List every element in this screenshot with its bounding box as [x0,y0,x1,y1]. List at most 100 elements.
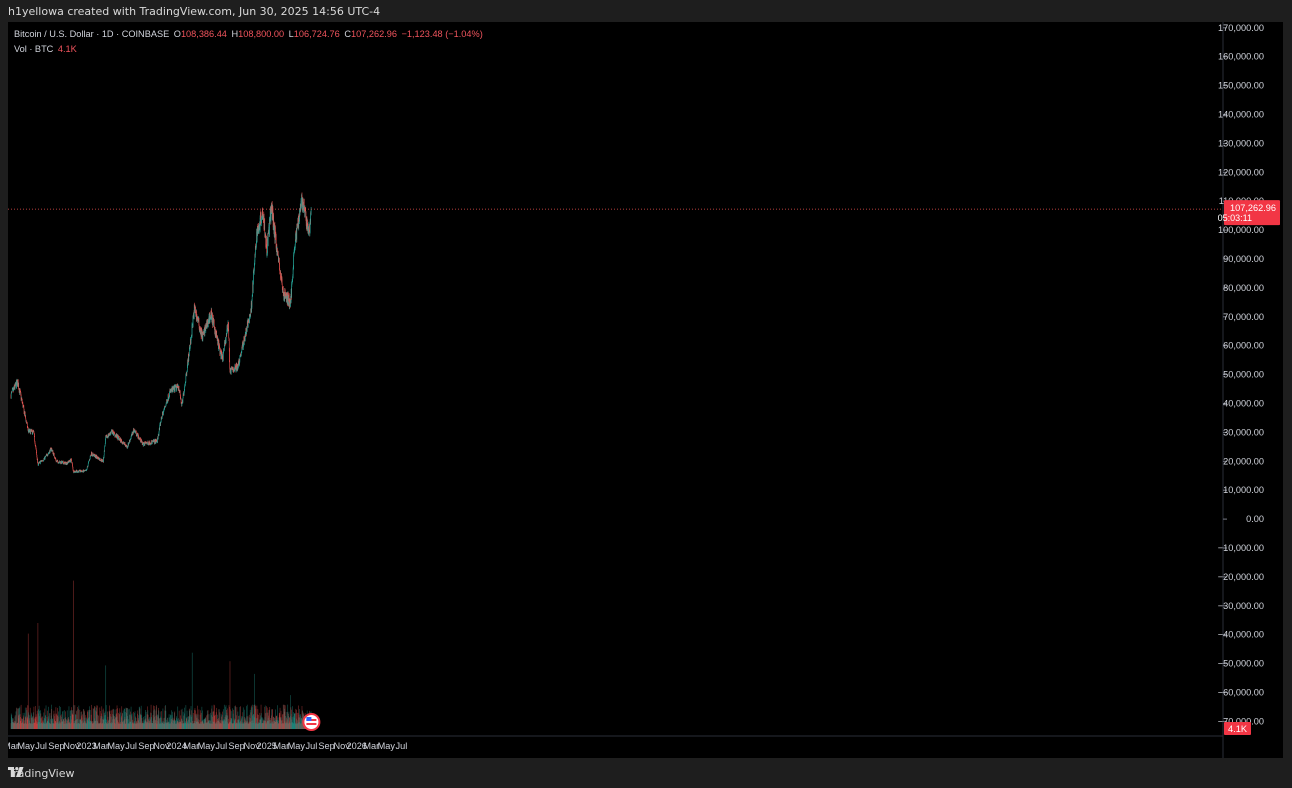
y-tick-label: −10,000.00 [1218,543,1264,553]
candle-body [100,460,102,462]
volume-bar [57,722,59,729]
volume-bar [75,714,76,729]
volume-bar [235,705,236,729]
volume-bar [118,723,120,729]
volume-bar [158,721,160,729]
volume-bar [69,722,70,729]
candle-body [230,369,232,374]
tradingview-brand[interactable]: TradingView [8,767,74,780]
volume-bar [266,707,268,729]
volume-bar [61,721,63,729]
volume-bar [37,722,38,729]
volume-bar [163,723,165,729]
volume-bar [253,714,254,729]
candle-body [104,446,105,452]
volume-bar [208,714,210,729]
candle-body [43,458,45,461]
volume-bar [108,711,110,729]
volume-bar [185,717,187,729]
candle-body [119,438,120,440]
volume-bar [141,721,143,729]
volume-bar [42,720,44,729]
volume-bar [267,712,269,729]
candle-body [89,456,91,459]
volume-bar [227,715,229,729]
volume-bar [250,712,252,729]
volume-bar [96,711,97,729]
volume-bar [82,714,83,729]
volume-bar [207,710,209,729]
volume-bar [290,714,292,729]
chart-area[interactable]: 170,000.00 160,000.00 150,000.00 140,000.00… [8,22,1283,758]
volume-bar [188,709,190,729]
volume-bar [221,720,223,729]
volume-bar [11,714,13,729]
volume-bar [11,719,13,729]
candle-body [98,457,100,460]
volume-bar [286,721,288,729]
volume-bar [83,709,84,729]
volume-bar [10,723,12,729]
volume-bar [84,721,86,729]
volume-bar [221,714,223,729]
volume-bar [60,723,62,729]
candle-body [290,300,291,307]
volume-bar [227,718,229,729]
volume-bar [36,723,37,729]
volume-bar [160,718,162,729]
volume-bar [128,708,130,729]
volume-bar [114,709,116,729]
volume-bar [280,719,282,729]
candle-body [164,406,165,409]
candle-body [124,442,126,445]
candle-body [149,441,151,444]
volume-bar [53,723,54,729]
volume-bar [132,721,134,729]
volume-bar [202,710,203,729]
candle-body [159,423,161,426]
volume-bar [257,723,259,729]
candle-body [247,320,249,327]
price-chart-svg[interactable]: 170,000.00160,000.00150,000.00140,000.00… [8,22,1283,758]
volume-bar [115,718,116,729]
volume-bar [276,721,278,729]
volume-bar [100,723,102,729]
y-tick-label: −60,000.00 [1218,688,1264,698]
candle-body [167,399,169,402]
candle-body [54,456,55,458]
volume-bar [190,723,192,729]
volume-bar [16,723,17,729]
y-tick-label: 90,000.00 [1223,254,1264,264]
volume-bar [171,715,173,729]
volume-bar [145,710,146,729]
volume-bar [69,710,71,729]
volume-bar [286,719,288,729]
candle-body [281,278,283,284]
volume-bar [278,720,279,729]
candle-body [203,329,205,332]
volume-bar [81,711,83,729]
volume-bar [171,710,172,729]
volume-bar [287,704,289,729]
volume-bar [240,723,242,729]
us-flag-icon[interactable] [302,713,321,731]
candle-body [249,315,250,323]
volume-bar [180,720,182,729]
candle-body [65,462,66,465]
volume-bar [153,705,154,729]
volume-bar [161,721,163,729]
volume-bar [119,723,120,729]
candle-body [57,460,58,462]
volume-bar [218,709,220,729]
volume-bar [252,720,254,729]
volume-bar [274,719,276,729]
volume-bar [127,719,129,729]
candle-body [251,300,253,308]
volume-bar [291,719,293,729]
volume-bar [94,706,96,729]
volume-bar [286,717,287,729]
volume-bar [213,712,215,729]
volume-bar [160,716,162,729]
candle-body [293,255,294,267]
volume-bar [60,715,61,729]
